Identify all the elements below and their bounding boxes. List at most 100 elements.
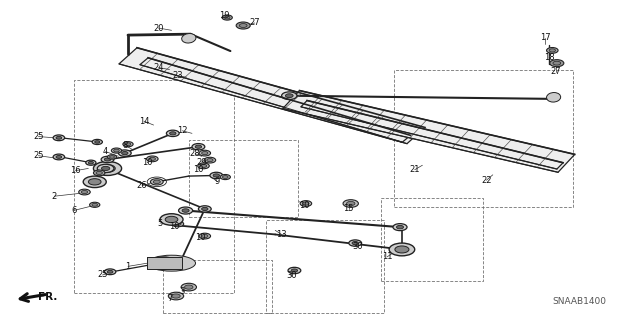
Circle shape xyxy=(288,267,301,274)
Circle shape xyxy=(107,271,113,273)
Text: 23: 23 xyxy=(173,71,183,80)
Circle shape xyxy=(92,204,97,206)
Circle shape xyxy=(204,157,216,163)
Circle shape xyxy=(222,15,232,20)
Text: 6: 6 xyxy=(71,206,76,215)
Circle shape xyxy=(122,152,128,155)
Circle shape xyxy=(303,202,309,205)
Circle shape xyxy=(96,171,102,174)
Circle shape xyxy=(291,269,298,272)
Circle shape xyxy=(239,24,247,27)
Circle shape xyxy=(90,202,100,207)
Circle shape xyxy=(100,165,115,172)
Circle shape xyxy=(300,201,312,206)
Text: 25: 25 xyxy=(33,151,44,160)
Circle shape xyxy=(125,143,131,145)
Circle shape xyxy=(202,234,208,238)
Circle shape xyxy=(184,285,193,289)
Circle shape xyxy=(397,225,404,229)
Text: 24: 24 xyxy=(154,63,164,72)
Text: 11: 11 xyxy=(382,252,392,261)
Text: SNAAB1400: SNAAB1400 xyxy=(552,297,606,306)
Ellipse shape xyxy=(182,33,196,43)
Circle shape xyxy=(95,141,100,143)
Text: 17: 17 xyxy=(540,33,550,42)
Circle shape xyxy=(549,49,556,52)
Circle shape xyxy=(170,132,176,135)
Circle shape xyxy=(202,152,208,155)
Ellipse shape xyxy=(547,93,561,102)
Text: 18: 18 xyxy=(544,53,554,62)
Circle shape xyxy=(393,224,407,231)
Circle shape xyxy=(97,164,114,173)
Bar xyxy=(147,257,182,269)
Circle shape xyxy=(79,189,90,195)
Text: 7: 7 xyxy=(167,294,172,303)
Circle shape xyxy=(181,283,196,291)
Circle shape xyxy=(210,172,223,179)
Circle shape xyxy=(282,92,297,100)
Circle shape xyxy=(199,150,211,156)
Circle shape xyxy=(195,145,202,148)
Ellipse shape xyxy=(148,257,179,270)
Circle shape xyxy=(53,154,65,160)
Circle shape xyxy=(192,144,205,150)
Circle shape xyxy=(166,130,179,137)
Circle shape xyxy=(225,16,230,19)
Circle shape xyxy=(547,48,558,53)
Circle shape xyxy=(199,233,211,239)
Text: 19: 19 xyxy=(219,11,229,20)
Circle shape xyxy=(285,94,293,98)
Text: 2: 2 xyxy=(52,192,57,201)
Circle shape xyxy=(165,216,178,223)
Text: 14: 14 xyxy=(139,117,149,126)
Text: 15: 15 xyxy=(344,204,354,213)
Text: 22: 22 xyxy=(481,176,492,185)
Circle shape xyxy=(349,240,362,246)
Circle shape xyxy=(56,137,61,139)
Circle shape xyxy=(175,222,181,226)
Circle shape xyxy=(343,200,358,207)
Circle shape xyxy=(81,190,88,194)
Text: 13: 13 xyxy=(276,230,287,239)
Circle shape xyxy=(93,161,122,175)
Circle shape xyxy=(389,243,415,256)
Circle shape xyxy=(346,201,355,206)
Circle shape xyxy=(102,167,110,170)
Text: 9: 9 xyxy=(215,177,220,186)
Circle shape xyxy=(168,292,184,300)
Circle shape xyxy=(53,135,65,141)
Ellipse shape xyxy=(148,255,196,271)
Text: 10: 10 xyxy=(142,158,152,167)
Text: 16: 16 xyxy=(70,166,81,175)
Text: 10: 10 xyxy=(299,201,309,210)
Bar xyxy=(74,80,234,293)
Text: 30: 30 xyxy=(286,271,296,280)
Text: 4: 4 xyxy=(103,147,108,156)
Circle shape xyxy=(104,269,116,275)
Circle shape xyxy=(198,163,209,169)
Circle shape xyxy=(92,139,102,145)
Text: 3: 3 xyxy=(180,287,185,296)
Text: FR.: FR. xyxy=(38,292,58,302)
Circle shape xyxy=(154,180,161,184)
Circle shape xyxy=(395,246,409,253)
Circle shape xyxy=(236,22,250,29)
Circle shape xyxy=(179,207,193,214)
Text: 26: 26 xyxy=(137,181,147,190)
Circle shape xyxy=(160,214,183,225)
Circle shape xyxy=(101,156,114,163)
Circle shape xyxy=(198,206,211,212)
Text: 8: 8 xyxy=(122,141,127,150)
Circle shape xyxy=(352,241,358,245)
Bar xyxy=(266,220,384,313)
Circle shape xyxy=(111,148,122,153)
Text: 21: 21 xyxy=(410,165,420,174)
Circle shape xyxy=(149,157,156,160)
Circle shape xyxy=(150,179,163,185)
Polygon shape xyxy=(283,91,575,172)
Text: 30: 30 xyxy=(352,242,362,251)
Circle shape xyxy=(147,156,158,162)
Circle shape xyxy=(207,159,213,162)
Text: 27: 27 xyxy=(250,19,260,27)
